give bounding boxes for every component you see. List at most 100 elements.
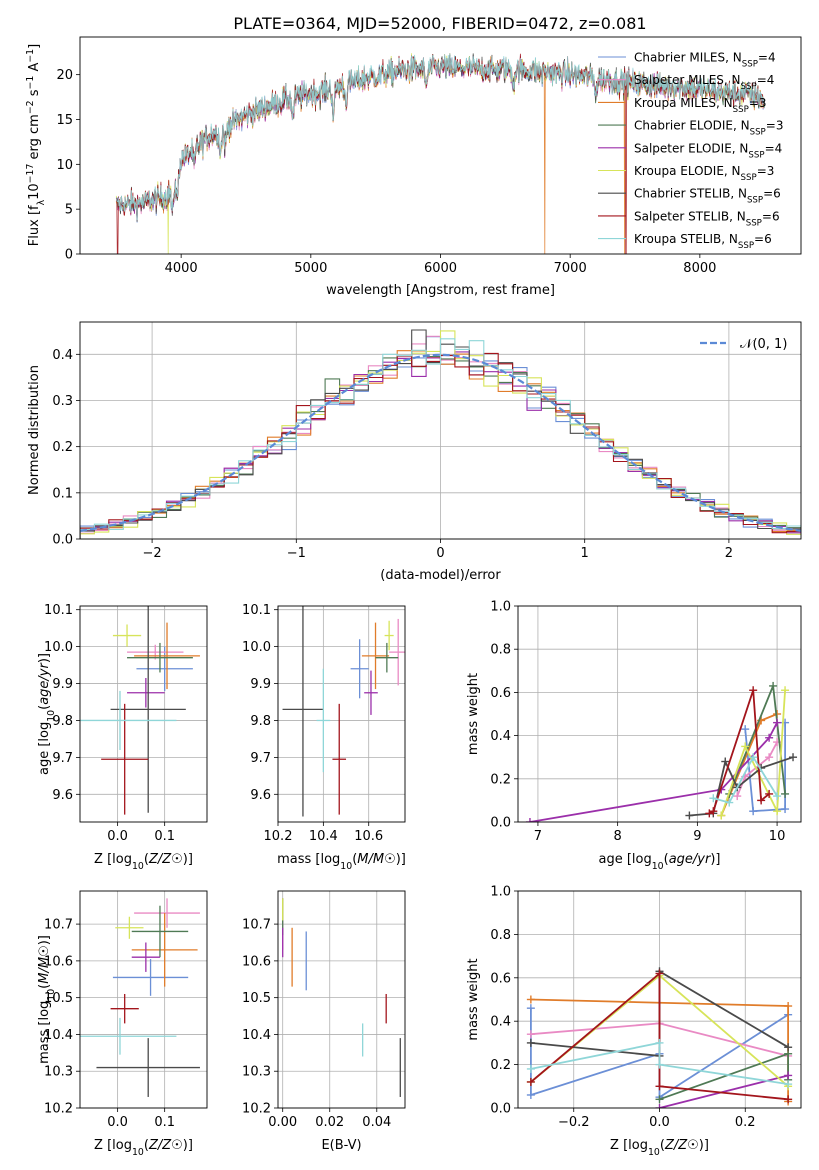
x-tick-label: 0.0	[107, 829, 128, 844]
marker-chab_elodie	[769, 681, 778, 690]
y-tick-label: 10.0	[242, 640, 271, 655]
x-tick-label: 1	[581, 546, 589, 561]
legend-label: Salpeter STELIB, NSSP=6	[634, 209, 780, 228]
x-tick-label: 10.4	[309, 829, 338, 844]
x-tick-label: 0.02	[315, 1115, 344, 1130]
y-tick-label: 10.6	[44, 954, 73, 969]
x-tick-label: 10.6	[354, 829, 383, 844]
series-krou_stelib	[713, 755, 778, 804]
chart-mass_vs_ebv: 0.00 0.02 0.04 10.2 10.3 10.4 10.5 10.6 10.7 E(B-…	[242, 890, 406, 1153]
y-tick-label: 9.7	[250, 751, 271, 766]
x-tick-label: 5000	[294, 261, 327, 276]
marker-krou_stelib	[749, 753, 758, 762]
marker-krou_stelib	[526, 1064, 535, 1073]
x-tick-label: 10	[769, 829, 786, 844]
x-tick-label: −0.2	[558, 1115, 590, 1130]
y-tick-label: 0.2	[52, 440, 73, 455]
marker-salp_stelib	[655, 969, 664, 978]
x-axis-label: mass [log10(M/M☉)]	[277, 852, 406, 872]
x-axis-label: Z [log10(Z/Z☉)]	[610, 1138, 709, 1158]
chart-mass_vs_Z: 0.0 0.1 10.2 10.3 10.4 10.5 10.6 10.7 Z [log10(Z…	[37, 890, 208, 1158]
marker-salp_miles	[733, 792, 742, 801]
plot-area	[525, 681, 798, 822]
marker-krou_miles	[784, 1002, 793, 1011]
marker-krou_miles	[526, 995, 535, 1004]
y-tick-label: 10.2	[242, 1102, 271, 1117]
errorbar-chab_elodie	[131, 905, 189, 958]
x-axis-label: (data-model)/error	[380, 568, 501, 583]
x-tick-label: 0.1	[154, 1115, 175, 1130]
x-tick-label: 2	[725, 546, 733, 561]
y-tick-label: 0.8	[490, 928, 511, 943]
marker-krou_elodie	[717, 811, 726, 820]
y-tick-label: 9.9	[52, 677, 73, 692]
marker-krou_elodie	[741, 742, 750, 751]
marker-krou_stelib	[709, 794, 718, 803]
axes-frame	[79, 605, 208, 823]
errorbar-salp_elodie	[131, 942, 160, 972]
x-tick-label: 0.0	[649, 1115, 670, 1130]
marker-salp_elodie	[655, 1104, 664, 1108]
legend-label: Kroupa MILES, NSSP=3	[634, 96, 767, 115]
y-tick-label: 10.6	[242, 954, 271, 969]
errorbar-chab_miles	[350, 639, 369, 699]
y-tick-label: 10.7	[242, 918, 271, 933]
y-tick-label: 0.8	[490, 643, 511, 658]
legend-label: Chabrier ELODIE, NSSP=3	[634, 119, 783, 138]
x-tick-label: 0	[436, 546, 444, 561]
x-tick-label: 0.04	[362, 1115, 391, 1130]
marker-chab_miles	[526, 1004, 535, 1013]
x-tick-label: 9	[693, 829, 701, 844]
plot-area	[80, 898, 200, 1097]
marker-chab_miles	[741, 725, 750, 734]
series-chab_miles	[744, 722, 786, 813]
marker-chab_elodie	[781, 789, 790, 798]
marker-salp_stelib	[784, 1095, 793, 1104]
y-tick-label: 10.7	[44, 918, 73, 933]
marker-chab_stelib	[721, 757, 730, 766]
axes-frame	[79, 321, 802, 540]
x-axis-label: Z [log10(Z/Z☉)]	[94, 852, 193, 872]
plot-area	[282, 898, 401, 1097]
chart-age_vs_Z: 0.0 0.1 9.6 9.7 9.8 9.9 10.0 10.1 Z [log10(Z/Z☉)…	[37, 603, 208, 872]
y-tick-label: 0.6	[490, 686, 511, 701]
legend-label: Chabrier STELIB, NSSP=6	[634, 187, 781, 206]
marker-krou_stelib	[784, 1080, 793, 1089]
y-tick-label: 0.2	[490, 1058, 511, 1073]
y-tick-label: 1.0	[490, 600, 511, 615]
x-tick-label: 6000	[424, 261, 457, 276]
errorbar-salp_miles	[134, 898, 200, 928]
x-axis-label: Z [log10(Z/Z☉)]	[94, 1138, 193, 1158]
plot-area	[80, 606, 200, 815]
y-axis-label: mass weight	[466, 673, 481, 755]
y-tick-label: 5	[65, 203, 73, 218]
y-tick-label: 10.4	[242, 1028, 271, 1043]
marker-krou_stelib	[773, 792, 782, 801]
chart-spectrum: 4000 5000 6000 7000 8000 0 5 10 15 20 wavelength […	[25, 36, 802, 298]
y-tick-label: 10.5	[242, 991, 271, 1006]
errorbar-krou_stelib	[80, 1017, 177, 1055]
marker-salp_elodie	[773, 718, 782, 727]
y-tick-label: 9.7	[52, 751, 73, 766]
marker-salp_stelib	[655, 1082, 664, 1091]
marker-salp_stelib	[765, 789, 774, 798]
y-tick-label: 0.0	[52, 533, 73, 548]
plot-area	[115, 53, 766, 254]
errorbar-salp_miles	[389, 618, 405, 686]
legend-label: Kroupa ELODIE, NSSP=3	[634, 164, 774, 183]
x-tick-label: −2	[143, 546, 162, 561]
y-tick-label: 10.3	[44, 1065, 73, 1080]
marker-salp_stelib	[709, 807, 718, 816]
errorbar-krou_elodie	[384, 620, 394, 651]
y-axis-label: mass weight	[466, 958, 481, 1040]
legend-label: Salpeter MILES, NSSP=4	[634, 73, 774, 92]
marker-krou_elodie	[781, 686, 790, 695]
y-tick-label: 10.4	[44, 1028, 73, 1043]
y-tick-label: 0.3	[52, 394, 73, 409]
normal-curve	[80, 353, 801, 532]
series-salp_stelib	[530, 971, 789, 1101]
errorbar-krou_stelib	[316, 668, 331, 773]
y-tick-label: 9.8	[250, 714, 271, 729]
y-tick-label: 10	[56, 158, 73, 173]
